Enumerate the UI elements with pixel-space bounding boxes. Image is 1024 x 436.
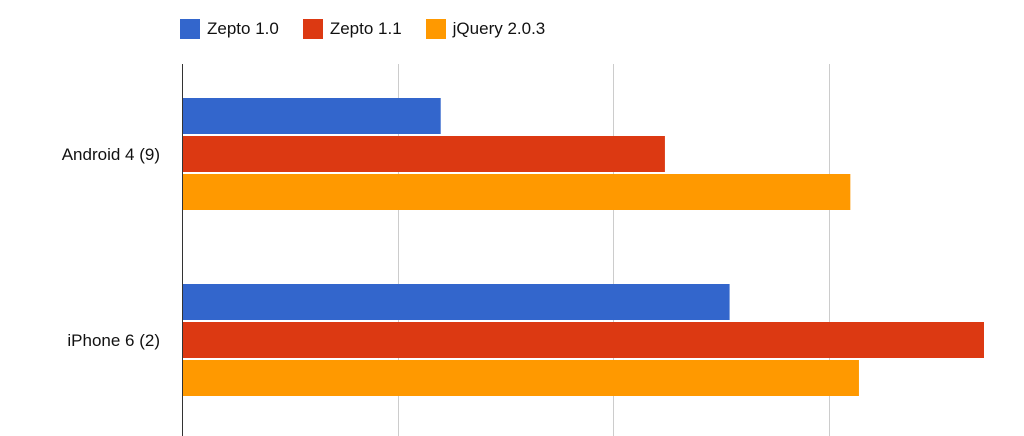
category-label: Android 4 (9) — [62, 145, 160, 164]
bars — [182, 98, 984, 396]
legend-swatch — [425, 19, 446, 39]
legend-item-jquery-2-0-3: jQuery 2.0.3 — [425, 19, 546, 39]
legend-label: Zepto 1.1 — [329, 19, 402, 38]
legend-item-zepto-1-1: Zepto 1.1 — [302, 19, 402, 39]
bar — [182, 360, 859, 396]
category-label: iPhone 6 (2) — [67, 331, 160, 350]
legend-label: Zepto 1.0 — [207, 19, 279, 38]
legend-label: jQuery 2.0.3 — [452, 19, 546, 38]
bar — [182, 98, 441, 134]
category-labels: Android 4 (9) iPhone 6 (2) — [62, 145, 160, 350]
legend-swatch — [180, 19, 200, 39]
legend-item-zepto-1-0: Zepto 1.0 — [180, 19, 279, 39]
bar — [182, 136, 665, 172]
bar — [182, 174, 851, 210]
legend-swatch — [302, 19, 323, 39]
bar — [182, 284, 730, 320]
bar — [182, 322, 984, 358]
legend: Zepto 1.0 Zepto 1.1 jQuery 2.0.3 — [180, 19, 545, 39]
